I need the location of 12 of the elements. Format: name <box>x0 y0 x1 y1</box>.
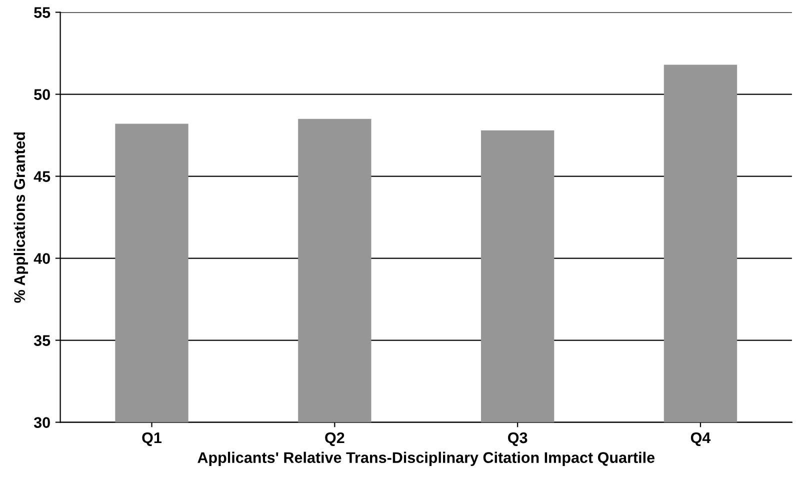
x-tick-label: Q1 <box>142 432 162 446</box>
y-tick-label: 55 <box>34 7 50 18</box>
y-tick-label: 45 <box>34 171 50 182</box>
y-tick-label: 50 <box>34 89 50 100</box>
x-tick-label: Q2 <box>325 432 344 446</box>
x-axis-title: Applicants' Relative Trans-Disciplinary Citation Impact Quartile <box>198 452 655 466</box>
y-tick-label: 40 <box>34 253 50 264</box>
y-axis-title: % Applications Granted <box>14 132 28 303</box>
y-tick-label: 30 <box>34 417 50 428</box>
x-tick-label: Q3 <box>508 432 528 446</box>
y-tick-label: 35 <box>34 335 50 346</box>
x-tick-label: Q4 <box>690 432 711 446</box>
